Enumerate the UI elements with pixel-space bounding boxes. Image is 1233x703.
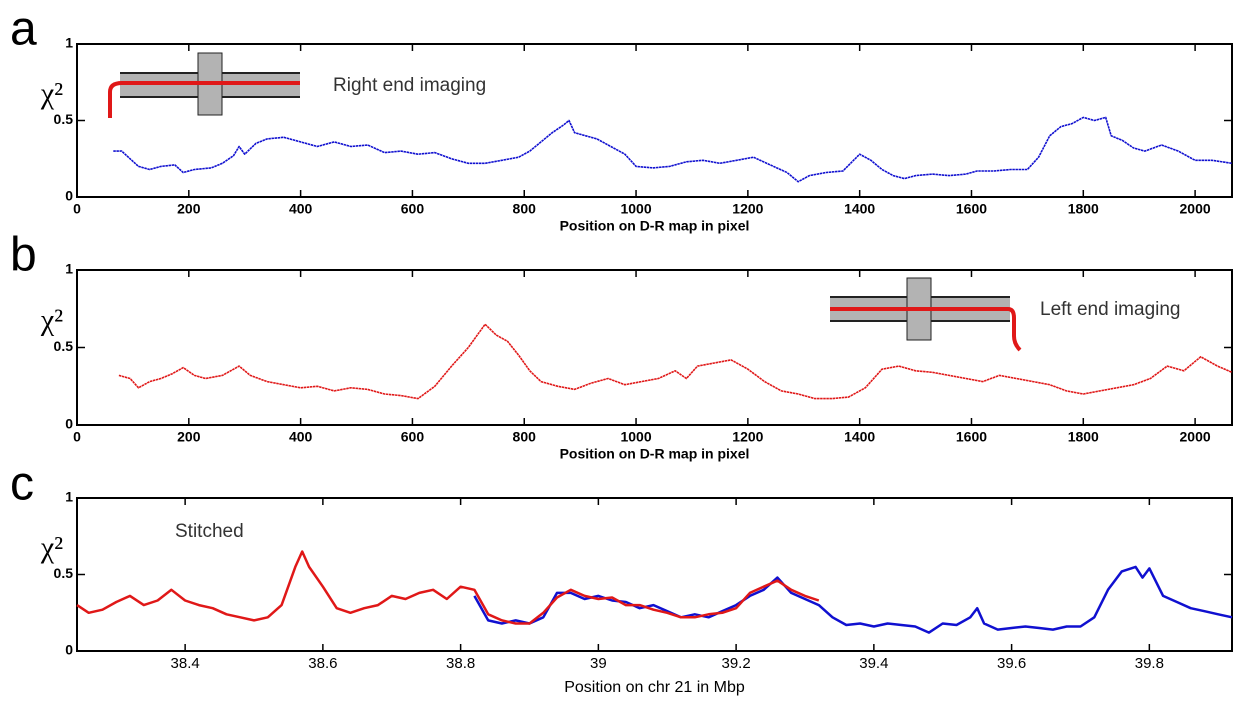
x-tick-label: 1200 xyxy=(732,429,763,445)
y-tick-label: 0 xyxy=(65,416,73,432)
annotation: Right end imaging xyxy=(333,75,486,96)
y-tick-label: 0.5 xyxy=(54,338,74,354)
x-axis-label: Position on chr 21 in Mbp xyxy=(564,679,745,696)
x-tick-label: 39.4 xyxy=(859,655,888,672)
panel-label: a xyxy=(10,3,37,56)
x-tick-label: 38.8 xyxy=(446,655,475,672)
x-tick-label: 200 xyxy=(177,429,201,445)
data-line xyxy=(118,323,1233,400)
y-tick-label: 1 xyxy=(65,261,73,277)
panel-label: c xyxy=(10,458,34,511)
data-line xyxy=(76,550,820,625)
x-axis-label: Position on D-R map in pixel xyxy=(560,446,750,462)
y-tick-label: 0 xyxy=(65,188,73,204)
y-tick-label: 0.5 xyxy=(54,565,74,581)
y-tick-label: 1 xyxy=(65,35,73,51)
x-tick-label: 1600 xyxy=(956,201,987,217)
x-tick-label: 39.2 xyxy=(722,655,751,672)
annotation: Left end imaging xyxy=(1040,299,1181,320)
x-tick-label: 38.6 xyxy=(308,655,337,672)
x-tick-label: 0 xyxy=(73,429,81,445)
x-tick-label: 600 xyxy=(401,201,425,217)
x-tick-label: 1000 xyxy=(620,429,651,445)
data-line xyxy=(113,116,1233,183)
x-tick-label: 1400 xyxy=(844,429,875,445)
x-tick-label: 400 xyxy=(289,201,313,217)
data-line xyxy=(473,565,1233,634)
x-axis-label: Position on D-R map in pixel xyxy=(560,218,750,234)
panel-label: b xyxy=(10,229,37,282)
y-axis-label: χ² xyxy=(40,531,63,564)
x-tick-label: 39.8 xyxy=(1135,655,1164,672)
y-tick-label: 0 xyxy=(65,642,73,658)
x-tick-label: 1400 xyxy=(844,201,875,217)
y-tick-label: 1 xyxy=(65,489,73,505)
x-tick-label: 38.4 xyxy=(171,655,200,672)
x-tick-label: 2000 xyxy=(1180,429,1211,445)
x-tick-label: 1800 xyxy=(1068,201,1099,217)
x-tick-label: 1800 xyxy=(1068,429,1099,445)
annotation: Stitched xyxy=(175,521,244,542)
axes-box xyxy=(76,269,1233,426)
x-tick-label: 600 xyxy=(401,429,425,445)
x-tick-label: 39.6 xyxy=(997,655,1026,672)
x-tick-label: 400 xyxy=(289,429,313,445)
x-tick-label: 2000 xyxy=(1180,201,1211,217)
x-tick-label: 1200 xyxy=(732,201,763,217)
x-tick-label: 0 xyxy=(73,201,81,217)
schematic-left-end xyxy=(830,277,1022,352)
y-axis-label: χ² xyxy=(40,77,63,110)
x-tick-label: 1600 xyxy=(956,429,987,445)
x-tick-label: 1000 xyxy=(620,201,651,217)
axes-box xyxy=(76,43,1233,198)
schematic-right-end xyxy=(108,52,300,118)
y-axis-label: χ² xyxy=(40,304,63,337)
x-tick-label: 800 xyxy=(513,201,537,217)
y-tick-label: 0.5 xyxy=(54,111,74,127)
x-tick-label: 800 xyxy=(513,429,537,445)
x-tick-label: 39 xyxy=(590,655,607,672)
x-tick-label: 200 xyxy=(177,201,201,217)
